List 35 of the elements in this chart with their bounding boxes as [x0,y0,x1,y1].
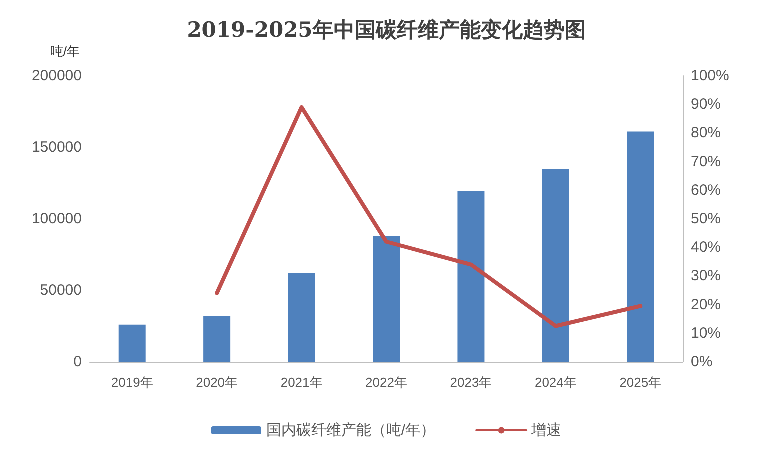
y-tick-label: 150000 [32,139,82,156]
x-tick-label: 2022年 [366,375,408,390]
y-tick-label: 50000 [40,282,82,299]
y-tick-label: 200000 [32,68,82,84]
y2-tick-label: 90% [691,96,722,114]
y-tick-label: 100000 [32,210,82,228]
x-tick-label: 2025年 [620,375,662,390]
y2-tick-label: 70% [691,153,722,170]
y2-tick-label: 40% [691,239,722,256]
y2-tick-label: 60% [691,182,722,199]
legend-label: 增速 [530,422,562,439]
x-tick-label: 2019年 [111,375,154,390]
bar [204,316,231,362]
x-tick-label: 2023年 [450,375,492,390]
y-tick-label: 0 [74,354,82,370]
legend-label: 国内碳纤维产能（吨/年） [266,422,436,439]
y2-tick-label: 50% [691,210,722,228]
line-series [215,105,643,328]
x-tick-label: 2021年 [280,375,323,390]
x-tick-label: 2024年 [534,375,577,390]
bar [542,168,570,362]
y2-tick-label: 10% [691,324,722,342]
x-tick-label: 2020年 [196,375,238,390]
bar [458,191,485,362]
y2-tick-label: 80% [691,124,722,142]
y2-tick-label: 20% [691,296,722,314]
bar [373,236,400,362]
y2-tick-label: 30% [691,268,722,285]
bar [627,132,654,362]
y-axis-title: 吨/年 [50,44,80,59]
y2-tick-label: 100% [691,68,730,84]
bar [288,273,316,362]
y2-tick-label: 0% [691,354,713,370]
bar [118,324,146,362]
chart-title: 2019-2025年中国碳纤维产能变化趋势图 [187,17,586,42]
